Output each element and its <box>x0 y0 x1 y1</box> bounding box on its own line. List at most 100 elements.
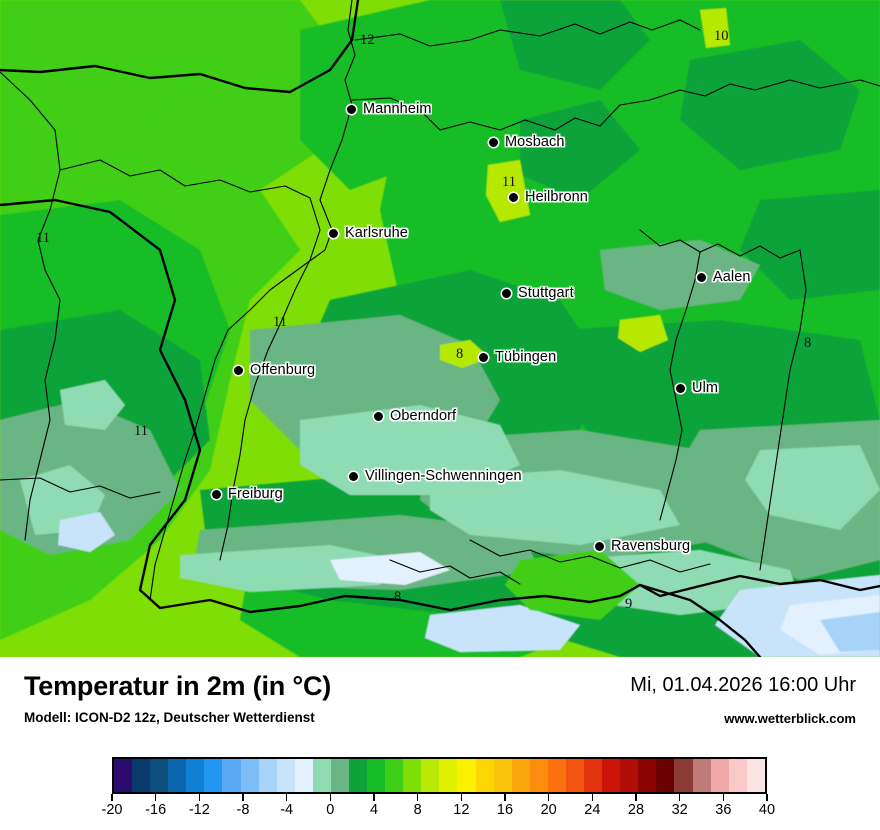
city-dot-icon <box>489 137 498 147</box>
colorbar-tick <box>198 794 201 801</box>
colorbar-swatch <box>511 759 530 792</box>
page-title: Temperatur in 2m (in °C) <box>24 671 332 701</box>
colorbar-swatch <box>150 759 169 792</box>
city-dot-icon <box>329 228 338 238</box>
city-label: Ravensburg <box>611 538 691 554</box>
temperature-colorbar: -20 -16 -12 -8 -4 0 4 8 12 16 20 24 28 32 36 40 <box>102 757 775 823</box>
temperature-map[interactable]: 12 10 11 11 11 8 11 8 8 9 Mannheim Mosba… <box>0 0 880 657</box>
isotherm-label: 11 <box>36 230 50 246</box>
city-marker-aalen[interactable]: Aalen <box>697 269 751 285</box>
isotherm-label: 8 <box>804 335 812 351</box>
colorbar-swatch <box>240 759 259 792</box>
colorbar-swatch <box>385 759 404 792</box>
city-marker-oberndorf[interactable]: Oberndorf <box>374 408 456 424</box>
colorbar-tick-label: 8 <box>413 802 422 818</box>
city-label: Karlsruhe <box>345 225 408 241</box>
colorbar-swatch <box>349 759 368 792</box>
colorbar-tick-label: 12 <box>453 802 470 818</box>
colorbar-swatch <box>421 759 440 792</box>
footer-panel: Temperatur in 2m (in °C) Modell: ICON-D2… <box>0 657 880 830</box>
colorbar-tick <box>547 794 550 801</box>
colorbar-swatch <box>547 759 566 792</box>
city-marker-villingen-schwenningen[interactable]: Villingen-Schwenningen <box>349 468 522 484</box>
colorbar-tick <box>242 794 244 801</box>
colorbar-swatch <box>728 759 747 792</box>
colorbar-tick <box>460 794 463 801</box>
colorbar-swatch <box>584 759 603 792</box>
colorbar-tick <box>154 794 157 801</box>
isotherm-label: 11 <box>134 423 148 439</box>
city-label: Offenburg <box>250 362 316 378</box>
colorbar-swatch <box>439 759 458 792</box>
city-dot-icon <box>349 471 358 481</box>
city-marker-tuebingen[interactable]: Tübingen <box>479 349 556 365</box>
colorbar-tick <box>285 794 288 801</box>
colorbar-tick-label: -8 <box>236 802 250 818</box>
colorbar-tick <box>766 794 768 801</box>
colorbar-swatch <box>312 759 331 792</box>
city-marker-mosbach[interactable]: Mosbach <box>489 134 565 150</box>
city-dot-icon <box>212 489 221 499</box>
isotherm-label: 11 <box>502 174 516 190</box>
colorbar-tick-label: 28 <box>627 802 645 818</box>
city-marker-offenburg[interactable]: Offenburg <box>234 362 315 378</box>
model-subtitle: Modell: ICON-D2 12z, Deutscher Wetterdie… <box>24 710 315 725</box>
colorbar-swatch <box>620 759 639 792</box>
colorbar-tick-label: 36 <box>715 802 732 818</box>
city-marker-mannheim[interactable]: Mannheim <box>347 101 432 117</box>
city-marker-freiburg[interactable]: Freiburg <box>212 486 283 502</box>
city-label: Tübingen <box>495 349 557 365</box>
colorbar-tick-label: 0 <box>326 802 335 818</box>
colorbar-swatch <box>367 759 386 792</box>
colorbar-swatch <box>457 759 476 792</box>
colorbar-tick-label: 24 <box>584 802 601 818</box>
city-label: Mannheim <box>363 101 432 117</box>
city-dot-icon <box>509 192 518 202</box>
colorbar-tick-label: 16 <box>496 802 514 818</box>
colorbar-tick <box>504 794 506 801</box>
city-dot-icon <box>595 541 604 551</box>
isotherm-label: 11 <box>273 314 287 330</box>
colorbar-tick <box>722 794 725 801</box>
colorbar-swatch <box>294 759 313 792</box>
isotherm-label: 8 <box>394 589 402 605</box>
colorbar-swatch <box>674 759 693 792</box>
city-marker-ravensburg[interactable]: Ravensburg <box>595 538 690 554</box>
city-dot-icon <box>697 272 706 282</box>
colorbar-swatch <box>493 759 512 792</box>
city-marker-heilbronn[interactable]: Heilbronn <box>509 189 588 205</box>
colorbar-swatch <box>114 759 133 792</box>
colorbar-swatch <box>258 759 277 792</box>
temperature-field <box>0 0 880 657</box>
city-label: Mosbach <box>505 134 565 150</box>
isotherm-label: 9 <box>625 596 633 612</box>
city-label: Villingen-Schwenningen <box>365 468 522 484</box>
colorbar-swatch <box>276 759 295 792</box>
city-marker-ulm[interactable]: Ulm <box>676 380 718 396</box>
colorbar-tick <box>373 794 375 801</box>
city-dot-icon <box>479 352 488 362</box>
colorbar-swatch <box>710 759 729 792</box>
colorbar-tick <box>678 794 681 801</box>
city-dot-icon <box>502 288 511 298</box>
colorbar-tick-label: -20 <box>101 802 123 818</box>
colorbar-swatch <box>746 759 765 792</box>
colorbar-swatch <box>565 759 585 792</box>
city-marker-stuttgart[interactable]: Stuttgart <box>502 285 574 301</box>
colorbar-swatch <box>475 759 494 792</box>
colorbar-tick-label: 32 <box>671 802 688 818</box>
forecast-datetime: Mi, 01.04.2026 16:00 Uhr <box>630 674 856 696</box>
city-label: Stuttgart <box>518 285 574 301</box>
website-label: www.wetterblick.com <box>724 711 856 726</box>
colorbar-swatch <box>204 759 223 792</box>
colorbar-swatch <box>692 759 711 792</box>
city-label: Aalen <box>713 269 751 285</box>
colorbar-swatch <box>168 759 187 792</box>
city-label: Ulm <box>692 380 719 396</box>
colorbar-tick-label: -4 <box>280 802 294 818</box>
city-label: Oberndorf <box>390 408 457 424</box>
city-marker-karlsruhe[interactable]: Karlsruhe <box>329 225 408 241</box>
colorbar-tick <box>416 794 419 801</box>
colorbar-swatch <box>186 759 205 792</box>
